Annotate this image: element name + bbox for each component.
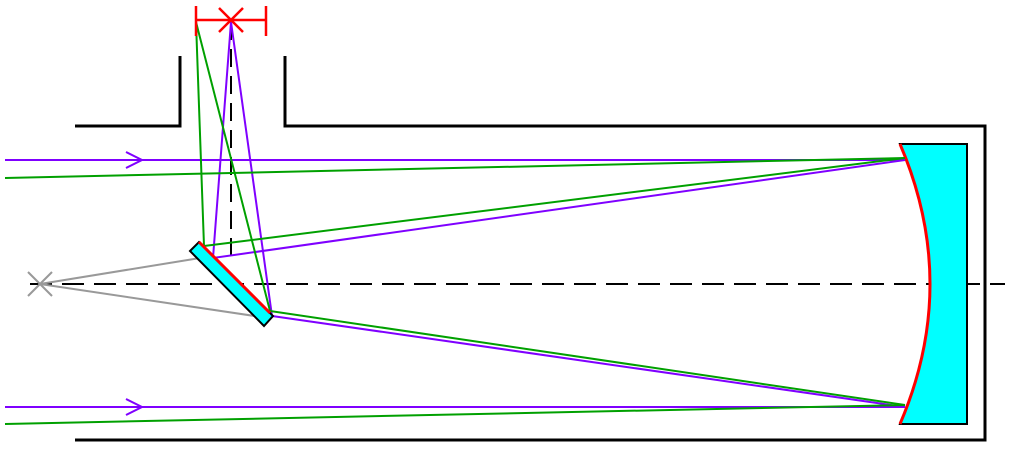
virtual-focus — [27, 257, 269, 319]
ray-purple — [5, 21, 906, 416]
tube — [75, 56, 987, 442]
secondary-mirror-surface — [197, 240, 272, 315]
focal-plane — [194, 6, 268, 36]
tube — [75, 56, 182, 128]
secondary-mirror — [188, 240, 275, 328]
primary-mirror-surface — [898, 143, 932, 425]
